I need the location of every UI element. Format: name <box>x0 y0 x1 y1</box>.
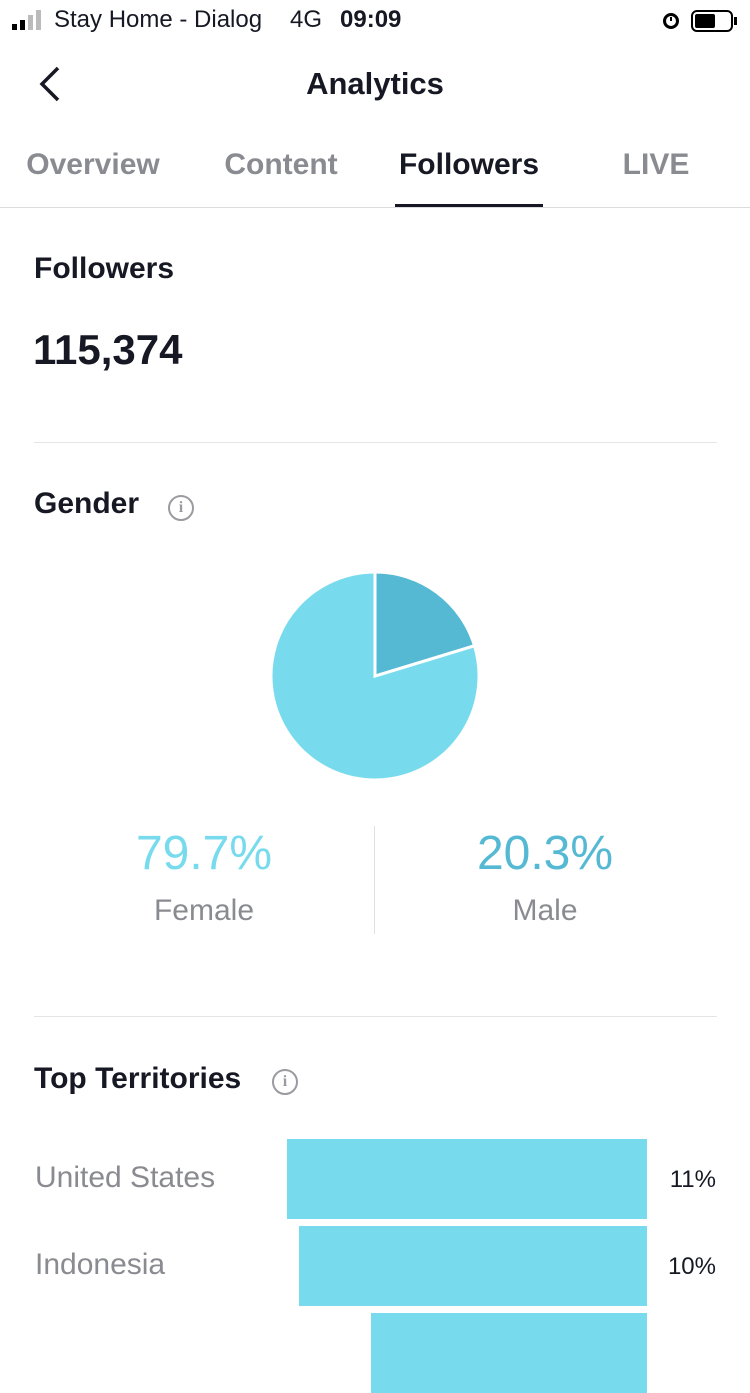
back-button[interactable] <box>36 64 66 104</box>
territory-percent: 10% <box>667 1253 716 1280</box>
tab[interactable]: Content <box>224 148 338 181</box>
territory-bar <box>371 1313 647 1393</box>
gender-label: Female <box>153 894 255 927</box>
tab-divider <box>0 207 750 208</box>
divider <box>34 442 717 443</box>
section-title: Followers <box>34 252 175 285</box>
nav-title: Analytics <box>306 66 444 101</box>
stat-divider <box>374 826 375 934</box>
followers-count: 115,374 <box>33 326 183 373</box>
tab[interactable]: LIVE <box>622 148 690 181</box>
tab[interactable]: Overview <box>26 148 160 181</box>
divider <box>34 1016 717 1017</box>
territory-percent: 11% <box>669 1166 716 1193</box>
gender-percent: 79.7% <box>135 827 273 880</box>
gender-label: Male <box>512 894 578 927</box>
signal-icon <box>12 10 41 30</box>
gender-pie <box>269 570 481 782</box>
territory-name: Indonesia <box>35 1248 166 1281</box>
status-icons <box>663 10 737 32</box>
carrier: Stay Home - Dialog <box>54 6 263 33</box>
tab[interactable]: Followers <box>398 148 540 181</box>
section-title: Top Territories <box>34 1062 242 1095</box>
clock: 09:09 <box>340 6 402 33</box>
section-title: Gender <box>34 487 140 520</box>
territory-name: United States <box>35 1161 216 1194</box>
gender-percent: 20.3% <box>476 827 614 880</box>
pie-slice <box>373 570 477 679</box>
info-icon[interactable]: i <box>168 495 194 521</box>
network: 4G <box>290 6 323 33</box>
tab-indicator <box>395 204 543 208</box>
territory-bar <box>299 1226 647 1306</box>
info-icon[interactable]: i <box>272 1069 298 1095</box>
territory-bar <box>287 1139 647 1219</box>
app-screen: Stay Home - Dialog 4G 09:09 Analytics Ov… <box>0 6 750 1393</box>
